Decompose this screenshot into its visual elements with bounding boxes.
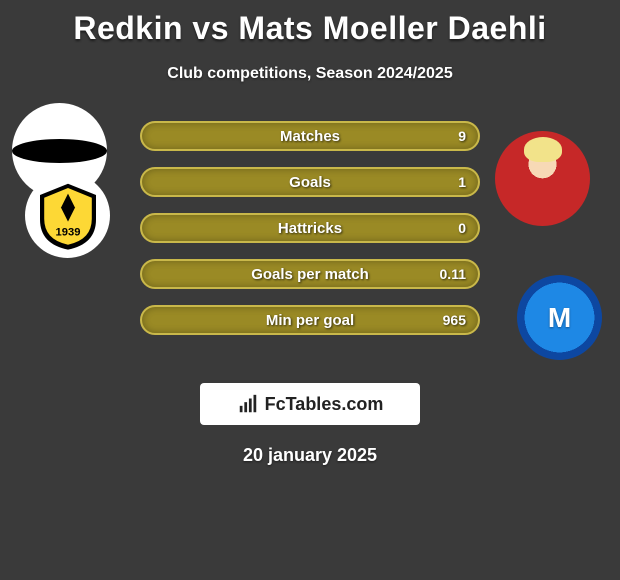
- player-right-club-badge: M: [517, 275, 602, 360]
- player-right-photo: [495, 131, 590, 226]
- stat-row: Min per goal 965: [140, 305, 480, 335]
- footer-date: 20 january 2025: [0, 445, 620, 466]
- stat-row: Matches 9: [140, 121, 480, 151]
- stat-value-right: 9: [458, 128, 466, 144]
- player-art: [495, 131, 590, 226]
- stat-value-right: 1: [458, 174, 466, 190]
- stat-label: Min per goal: [266, 312, 354, 329]
- stat-row: Goals per match 0.11: [140, 259, 480, 289]
- stat-label: Matches: [280, 128, 340, 145]
- stat-row: Goals 1: [140, 167, 480, 197]
- comparison-stage: 1939 M Matches 9 Goals 1 Hattricks 0 Goa…: [0, 113, 620, 373]
- page-title: Redkin vs Mats Moeller Daehli: [0, 0, 620, 47]
- badge-letter: M: [548, 302, 571, 334]
- kalpa-badge: 1939: [25, 173, 110, 258]
- branding-text: FcTables.com: [265, 394, 384, 415]
- page-subtitle: Club competitions, Season 2024/2025: [0, 65, 620, 83]
- stat-value-right: 965: [443, 312, 466, 328]
- badge-year: 1939: [55, 226, 80, 238]
- placeholder-silhouette: [12, 139, 107, 163]
- stat-label: Goals: [289, 174, 331, 191]
- stat-value-right: 0: [458, 220, 466, 236]
- shield-icon: 1939: [33, 181, 103, 251]
- player-left-club-badge: 1939: [25, 173, 110, 258]
- stat-value-right: 0.11: [440, 266, 466, 282]
- stat-label: Hattricks: [278, 220, 342, 237]
- molde-badge: M: [517, 275, 602, 360]
- branding-box: FcTables.com: [200, 383, 420, 425]
- stat-bars: Matches 9 Goals 1 Hattricks 0 Goals per …: [140, 121, 480, 351]
- stat-label: Goals per match: [251, 266, 369, 283]
- chart-icon: [237, 393, 259, 415]
- stat-row: Hattricks 0: [140, 213, 480, 243]
